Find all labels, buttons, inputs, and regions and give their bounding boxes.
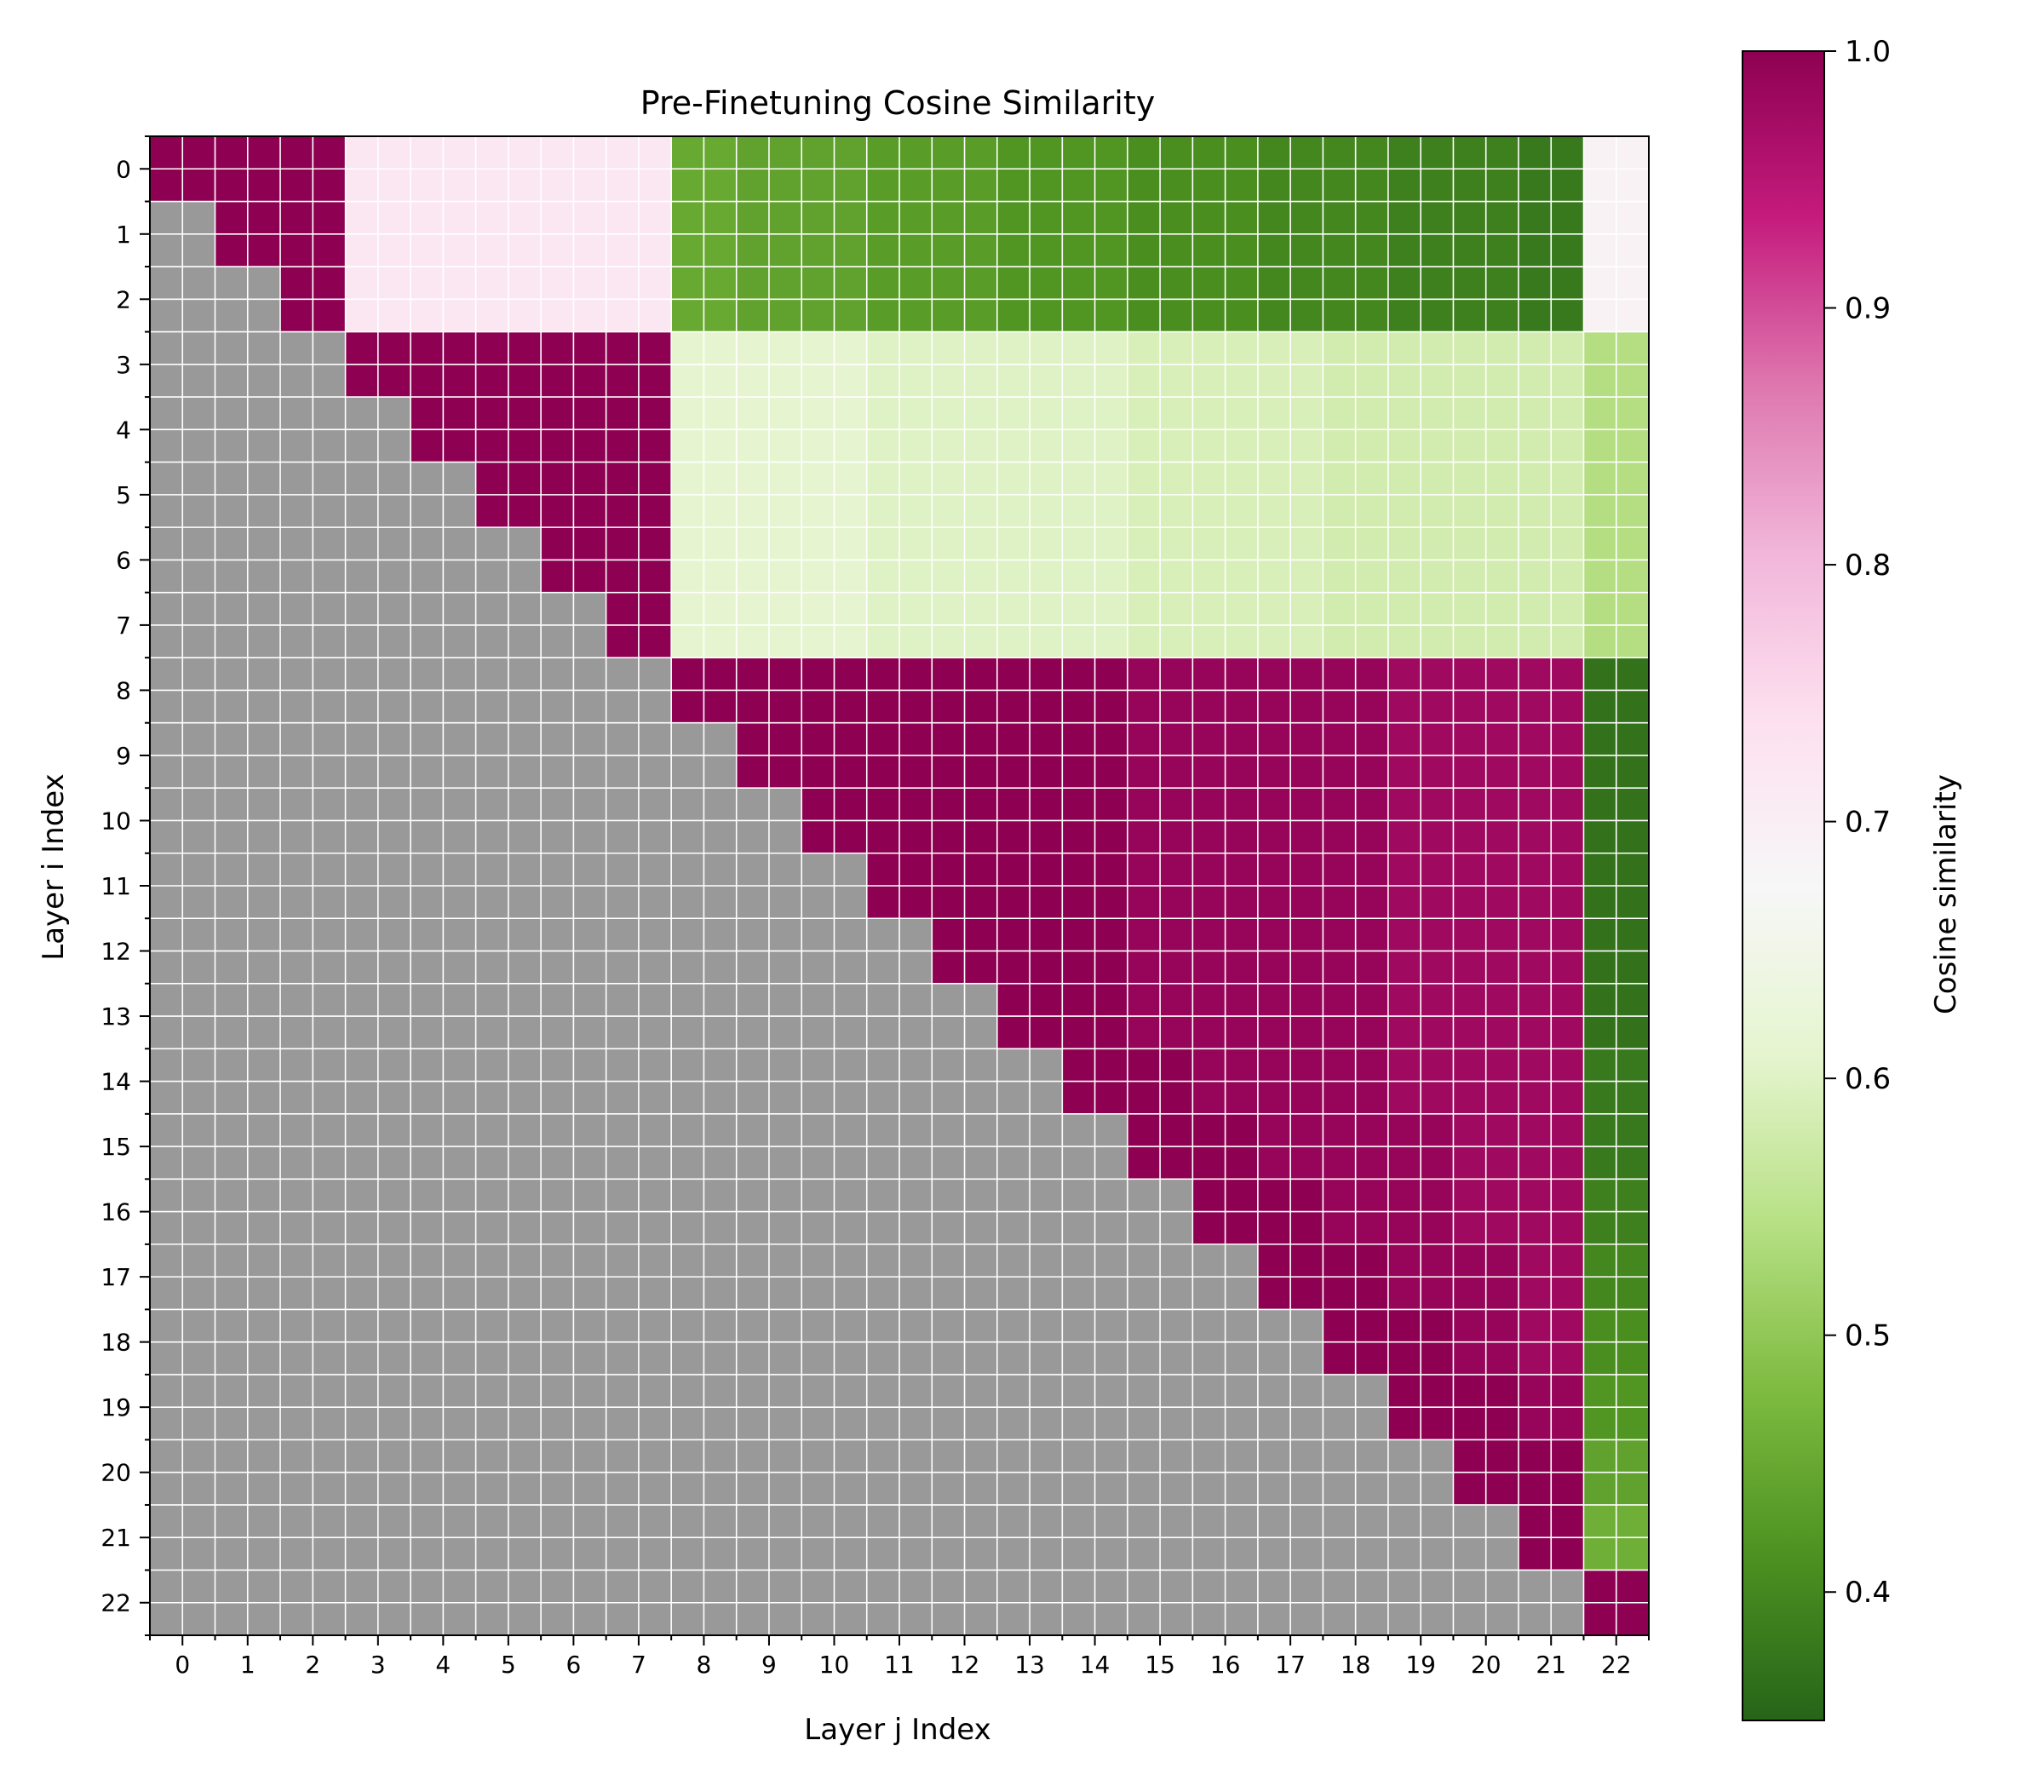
x-tick-label: 20 xyxy=(1471,1651,1501,1679)
y-axis-label: Layer i Index xyxy=(37,773,71,960)
colorbar-tick-label: 0.9 xyxy=(1845,292,1891,326)
y-tick-label: 9 xyxy=(116,742,131,770)
y-tick-label: 22 xyxy=(100,1589,131,1617)
y-tick-label: 19 xyxy=(100,1393,131,1422)
x-tick-label: 11 xyxy=(884,1651,915,1679)
y-tick-label: 20 xyxy=(100,1459,131,1487)
x-tick-label: 17 xyxy=(1275,1651,1306,1679)
y-tick-label: 11 xyxy=(100,872,131,900)
y-tick-label: 1 xyxy=(116,221,131,249)
x-tick-label: 3 xyxy=(370,1651,386,1679)
y-tick-label: 13 xyxy=(100,1002,131,1031)
colorbar-label: Cosine similarity xyxy=(1929,774,1963,1014)
x-tick-label: 13 xyxy=(1014,1651,1045,1679)
y-tick-label: 6 xyxy=(116,546,131,574)
x-tick-label: 2 xyxy=(305,1651,320,1679)
x-tick-label: 15 xyxy=(1145,1651,1175,1679)
colorbar-ticks: 0.4 0.5 0.6 0.7 0.8 0.9 1.0 xyxy=(1824,35,1891,1610)
x-tick-label: 21 xyxy=(1536,1651,1566,1679)
y-tick-label: 15 xyxy=(100,1133,131,1161)
colorbar-tick-label: 0.8 xyxy=(1845,549,1891,583)
y-tick-label: 16 xyxy=(100,1198,131,1226)
x-tick-label: 9 xyxy=(761,1651,777,1679)
y-tick-label: 3 xyxy=(116,351,131,379)
x-tick-label: 7 xyxy=(631,1651,646,1679)
x-tick-label: 19 xyxy=(1405,1651,1436,1679)
y-tick-label: 17 xyxy=(100,1263,131,1291)
y-tick-label: 8 xyxy=(116,676,131,704)
chart-title: Pre-Finetuning Cosine Similarity xyxy=(640,84,1156,122)
y-tick-label: 18 xyxy=(100,1329,131,1357)
colorbar-tick-label: 0.7 xyxy=(1845,806,1891,840)
colorbar-tick-label: 0.4 xyxy=(1845,1576,1891,1610)
x-tick-label: 6 xyxy=(566,1651,581,1679)
x-tick-label: 12 xyxy=(950,1651,980,1679)
x-tick-label: 16 xyxy=(1210,1651,1241,1679)
y-tick-label: 2 xyxy=(116,285,131,313)
x-tick-label: 0 xyxy=(175,1651,190,1679)
y-tick-label: 4 xyxy=(116,416,131,444)
y-tick-label: 5 xyxy=(116,481,131,509)
x-axis-ticks: 0 1 2 3 4 5 6 7 8 9 10 11 12 13 14 15 16 17 18 19 20 21 22 xyxy=(149,1635,1650,1679)
y-tick-label: 0 xyxy=(116,155,131,183)
x-tick-label: 5 xyxy=(501,1651,516,1679)
x-tick-label: 1 xyxy=(240,1651,256,1679)
colorbar-tick-label: 0.6 xyxy=(1845,1062,1891,1096)
heatmap-gridlines xyxy=(150,136,1649,1635)
colorbar-tick-label: 0.5 xyxy=(1845,1319,1891,1353)
x-axis-label: Layer j Index xyxy=(804,1713,990,1747)
y-tick-label: 7 xyxy=(116,612,131,640)
colorbar xyxy=(1742,50,1825,1721)
colorbar-tick-label: 1.0 xyxy=(1845,35,1891,69)
y-tick-label: 12 xyxy=(100,938,131,966)
x-tick-label: 22 xyxy=(1601,1651,1632,1679)
y-tick-label: 21 xyxy=(100,1524,131,1552)
y-tick-label: 14 xyxy=(100,1068,131,1096)
x-tick-label: 8 xyxy=(697,1651,712,1679)
x-tick-label: 14 xyxy=(1080,1651,1111,1679)
x-tick-label: 4 xyxy=(435,1651,451,1679)
x-tick-label: 10 xyxy=(819,1651,850,1679)
x-tick-label: 18 xyxy=(1341,1651,1371,1679)
y-tick-label: 10 xyxy=(100,807,131,835)
